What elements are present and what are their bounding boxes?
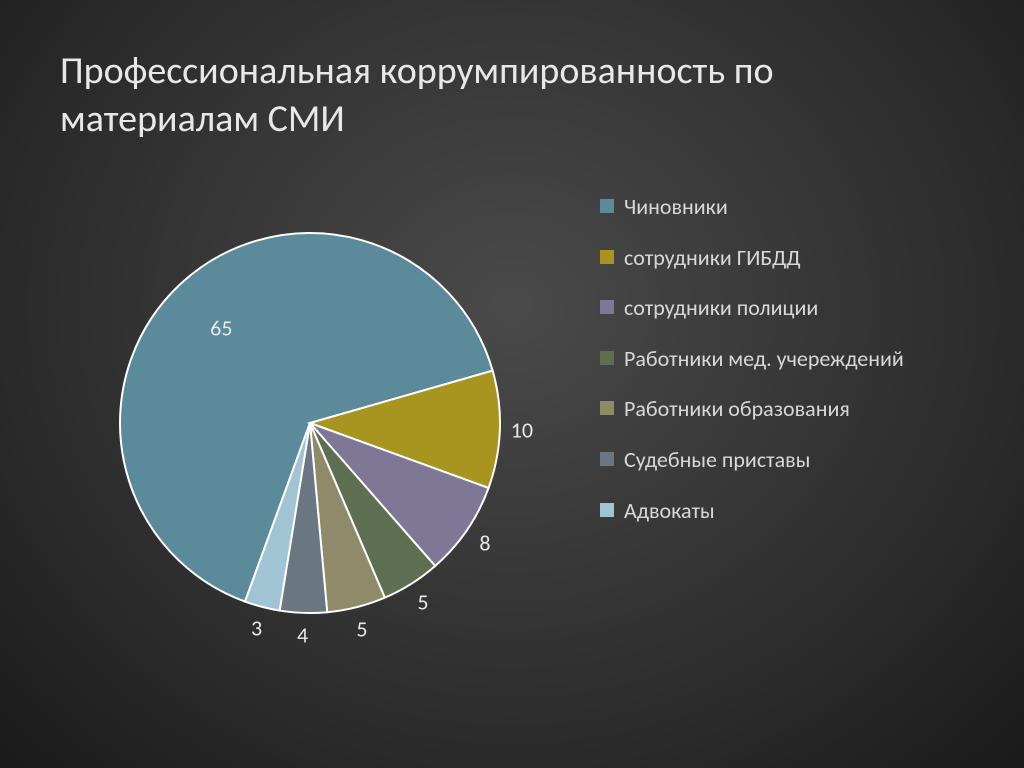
legend-swatch <box>600 250 614 264</box>
legend-item: Работники образования <box>600 395 904 424</box>
legend-swatch <box>600 401 614 415</box>
slide: Профессиональная коррумпированность по м… <box>0 0 1024 768</box>
legend-swatch <box>600 199 614 213</box>
pie-value-label: 65 <box>210 314 232 341</box>
legend-item: Судебные приставы <box>600 446 904 475</box>
pie-value-label: 4 <box>297 621 308 648</box>
pie-chart-svg <box>60 173 560 673</box>
legend-item: Чиновники <box>600 193 904 222</box>
legend-label: Адвокаты <box>624 497 715 526</box>
legend-swatch <box>600 452 614 466</box>
legend: Чиновники сотрудники ГИБДД сотрудники поли… <box>600 193 904 525</box>
legend-label: сотрудники полиции <box>624 294 818 323</box>
pie-value-label: 5 <box>356 615 367 642</box>
pie-chart: 65 10 8 5 5 4 3 <box>60 173 560 653</box>
legend-item: Адвокаты <box>600 497 904 526</box>
legend-label: сотрудники ГИБДД <box>624 244 801 273</box>
legend-item: Работники мед. учереждений <box>600 345 904 374</box>
legend-label: Работники мед. учереждений <box>624 345 904 374</box>
pie-value-label: 3 <box>251 615 262 642</box>
pie-value-label: 8 <box>479 529 490 556</box>
legend-label: Работники образования <box>624 395 850 424</box>
slide-content: 65 10 8 5 5 4 3 Чиновники сотрудники ГИБДД сотру… <box>60 173 964 653</box>
pie-value-label: 10 <box>511 417 533 444</box>
legend-item: сотрудники ГИБДД <box>600 244 904 273</box>
legend-label: Судебные приставы <box>624 446 810 475</box>
legend-item: сотрудники полиции <box>600 294 904 323</box>
legend-label: Чиновники <box>624 193 728 222</box>
legend-swatch <box>600 351 614 365</box>
legend-swatch <box>600 503 614 517</box>
legend-swatch <box>600 300 614 314</box>
slide-title: Профессиональная коррумпированность по м… <box>60 48 964 143</box>
pie-value-label: 5 <box>417 589 428 616</box>
